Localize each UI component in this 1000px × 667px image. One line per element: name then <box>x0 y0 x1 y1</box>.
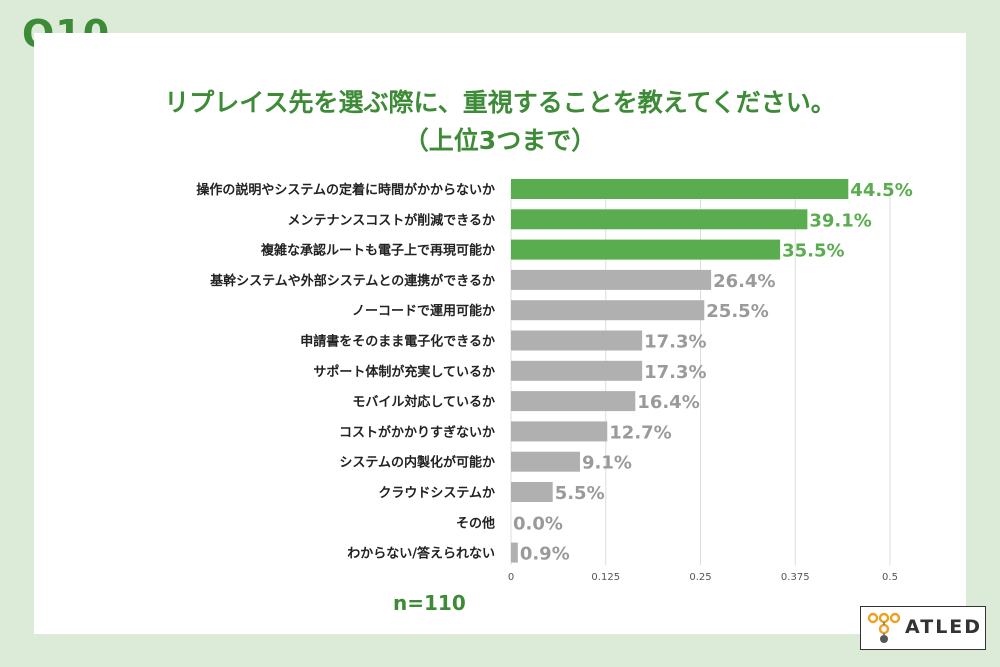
chart-subtitle: （上位3つまで） <box>403 126 597 155</box>
category-label: 複雑な承認ルートも電子上で再現可能か <box>260 243 495 259</box>
bar <box>511 209 808 230</box>
bar <box>511 451 580 472</box>
value-label: 25.5% <box>706 301 768 322</box>
chart-title: リプレイス先を選ぶ際に、重視することを教えてください。 <box>164 88 836 117</box>
category-label: わからない/答えられない <box>347 546 495 562</box>
value-label: 9.1% <box>582 453 632 474</box>
atled-logo-text: ATLED <box>905 616 983 638</box>
atled-logo: ATLED <box>860 606 986 650</box>
value-label: 0.9% <box>520 544 570 565</box>
category-label: システムの内製化が可能か <box>339 455 495 471</box>
category-label: ノーコードで運用可能か <box>352 303 495 319</box>
category-label: 操作の説明やシステムの定着に時間がかからないか <box>196 182 495 198</box>
category-label: 申請書をそのまま電子化できるか <box>300 334 495 350</box>
x-tick-label: 0.25 <box>689 572 711 583</box>
bar <box>511 542 518 563</box>
bar-chart: 0 0.125 0.25 0.375 0.5 操作の説明やシステムの定着に時間がかからない… <box>196 179 913 583</box>
x-tick-label: 0 <box>508 572 514 583</box>
bar <box>511 421 608 442</box>
value-label: 26.4% <box>713 271 775 292</box>
bar <box>511 482 553 502</box>
category-label: その他 <box>456 515 495 531</box>
value-label: 0.0% <box>513 513 563 534</box>
category-label: コストがかかりすぎないか <box>339 424 495 440</box>
bar <box>511 239 781 260</box>
atled-logo-icon <box>867 612 901 643</box>
bar <box>511 391 636 412</box>
value-label: 44.5% <box>850 180 912 201</box>
x-tick-label: 0.375 <box>781 572 810 583</box>
value-label: 16.4% <box>637 392 699 413</box>
bar <box>511 330 643 351</box>
category-label: メンテナンスコストが削減できるか <box>288 212 495 228</box>
value-label: 35.5% <box>782 241 844 262</box>
bar <box>511 300 705 321</box>
sample-size-label: n=110 <box>393 591 466 615</box>
category-label: モバイル対応しているか <box>352 394 495 410</box>
category-label: サポート体制が充実しているか <box>313 364 495 380</box>
bar <box>511 179 849 199</box>
value-label: 39.1% <box>809 210 871 231</box>
value-label: 17.3% <box>644 362 706 383</box>
value-label: 17.3% <box>644 332 706 353</box>
x-tick-label: 0.125 <box>591 572 620 583</box>
bar <box>511 360 643 381</box>
chart-card: リプレイス先を選ぶ際に、重視することを教えてください。 （上位3つまで） 0 0.… <box>34 33 986 650</box>
bar <box>511 269 712 290</box>
category-label: 基幹システムや外部システムとの連携ができるか <box>209 273 495 289</box>
category-label: クラウドシステムか <box>378 486 495 501</box>
value-label: 5.5% <box>555 483 605 504</box>
value-label: 12.7% <box>609 422 671 443</box>
x-tick-label: 0.5 <box>882 572 898 583</box>
